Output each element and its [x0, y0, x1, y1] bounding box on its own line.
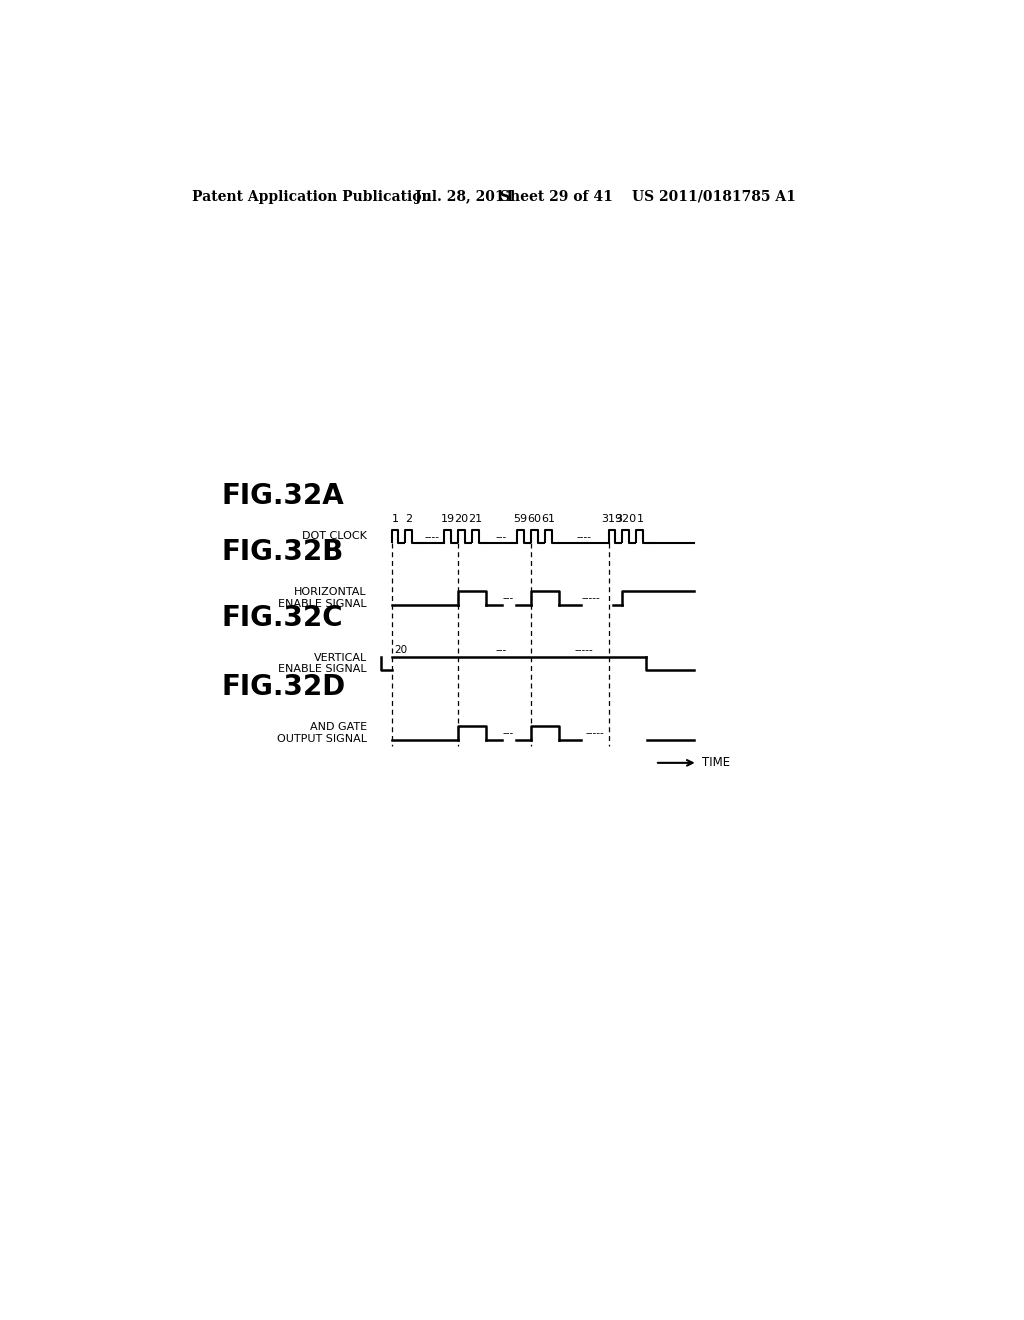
Text: -----: -----	[586, 729, 605, 738]
Text: Sheet 29 of 41: Sheet 29 of 41	[500, 190, 613, 203]
Text: 2: 2	[406, 515, 413, 524]
Text: 320: 320	[615, 515, 637, 524]
Text: 1: 1	[636, 515, 643, 524]
Text: 59: 59	[513, 515, 527, 524]
Text: FIG.32C: FIG.32C	[221, 605, 343, 632]
Text: ---: ---	[503, 729, 514, 738]
Text: 1: 1	[391, 515, 398, 524]
Text: ---: ---	[496, 532, 507, 543]
Text: 60: 60	[527, 515, 542, 524]
Text: ----: ----	[577, 532, 591, 543]
Text: VERTICAL
ENABLE SIGNAL: VERTICAL ENABLE SIGNAL	[279, 652, 367, 675]
Text: 319: 319	[601, 515, 623, 524]
Text: ---: ---	[496, 645, 507, 655]
Text: Jul. 28, 2011: Jul. 28, 2011	[415, 190, 514, 203]
Text: FIG.32B: FIG.32B	[221, 539, 343, 566]
Text: ----: ----	[424, 532, 439, 543]
Text: FIG.32D: FIG.32D	[221, 673, 345, 701]
Text: 21: 21	[469, 515, 482, 524]
Text: AND GATE
OUTPUT SIGNAL: AND GATE OUTPUT SIGNAL	[276, 722, 367, 743]
Text: 61: 61	[542, 515, 555, 524]
Text: US 2011/0181785 A1: US 2011/0181785 A1	[632, 190, 796, 203]
Text: ---: ---	[503, 594, 514, 603]
Text: DOT CLOCK: DOT CLOCK	[302, 532, 367, 541]
Text: Patent Application Publication: Patent Application Publication	[191, 190, 431, 203]
Text: -----: -----	[582, 594, 600, 603]
Text: 20: 20	[455, 515, 469, 524]
Text: 20: 20	[394, 645, 407, 655]
Text: FIG.32A: FIG.32A	[221, 482, 344, 511]
Text: 19: 19	[440, 515, 455, 524]
Text: HORIZONTAL
ENABLE SIGNAL: HORIZONTAL ENABLE SIGNAL	[279, 587, 367, 609]
Text: -----: -----	[574, 645, 593, 655]
Text: TIME: TIME	[701, 756, 730, 770]
